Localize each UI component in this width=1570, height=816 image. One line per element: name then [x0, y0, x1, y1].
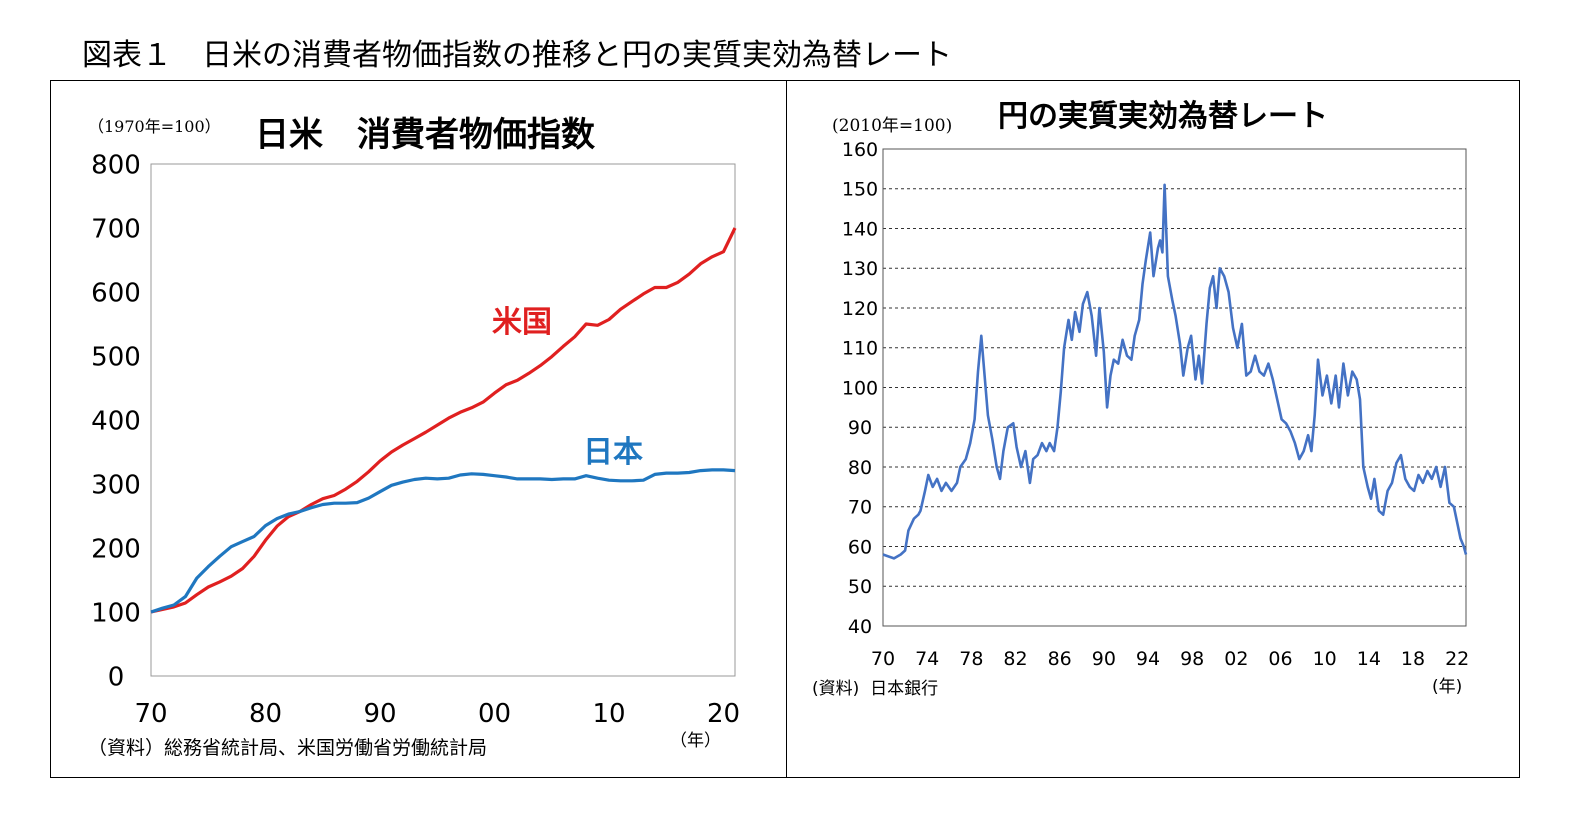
- reer-x-tick-label: 14: [1357, 648, 1381, 670]
- reer-unit-label: (2010年=100): [832, 116, 952, 136]
- reer-chart-title: 円の実質実効為替レート: [998, 99, 1328, 134]
- reer-y-tick-label: 90: [848, 417, 872, 439]
- cpi-plot-area: [150, 163, 736, 677]
- reer-x-tick-label: 78: [959, 648, 983, 670]
- cpi-y-tick-label: 300: [91, 470, 141, 500]
- reer-y-tick-label: 70: [848, 497, 872, 519]
- reer-x-tick-label: 94: [1136, 648, 1160, 670]
- cpi-series-label: 米国: [492, 305, 552, 340]
- reer-y-tick-label: 60: [848, 536, 872, 558]
- reer-x-tick-label: 74: [915, 648, 939, 670]
- cpi-x-tick-label: 70: [134, 699, 167, 729]
- reer-x-tick-label: 06: [1268, 648, 1292, 670]
- cpi-x-tick-label: 90: [363, 699, 396, 729]
- reer-x-tick-label: 90: [1092, 648, 1116, 670]
- reer-y-tick-label: 140: [842, 218, 878, 240]
- reer-y-tick-label: 130: [842, 258, 878, 280]
- reer-x-tick-label: 86: [1048, 648, 1072, 670]
- reer-y-tick-label: 100: [842, 377, 878, 399]
- cpi-chart: （1970年=100） 日米 消費者物価指数 0 100 200 300 400 500 6…: [88, 115, 740, 759]
- cpi-x-tick-label: 00: [478, 699, 511, 729]
- cpi-series-line-2: [150, 468, 736, 614]
- cpi-series-label: 日本: [583, 435, 643, 470]
- cpi-y-tick-label: 800: [91, 150, 141, 180]
- cpi-unit-label: （1970年=100）: [88, 117, 221, 136]
- reer-series-line-1: [882, 183, 1468, 560]
- reer-y-tick-label: 50: [848, 576, 872, 598]
- reer-plot-area: [882, 148, 1467, 627]
- cpi-y-tick-label: 600: [91, 278, 141, 308]
- reer-chart: (2010年=100) 円の実質実効為替レート 40 50 60 70 80 90 100 1…: [812, 99, 1469, 699]
- cpi-y-tick-label: 0: [108, 662, 125, 692]
- reer-x-tick-label: 10: [1313, 648, 1337, 670]
- reer-y-tick-label: 160: [842, 139, 878, 161]
- reer-x-tick-label: 22: [1445, 648, 1469, 670]
- reer-source-note: (資料) 日本銀行: [812, 679, 938, 699]
- cpi-x-tick-label: 10: [592, 699, 625, 729]
- cpi-y-tick-label: 200: [91, 534, 141, 564]
- cpi-source-note: （資料）総務省統計局、米国労働省労働統計局: [88, 737, 487, 759]
- reer-y-tick-label: 150: [842, 179, 878, 201]
- cpi-x-tick-label: 20: [707, 699, 740, 729]
- figure-title: 図表１ 日米の消費者物価指数の推移と円の実質実効為替レート: [82, 38, 952, 73]
- figure-frame: [50, 80, 1520, 778]
- cpi-y-tick-label: 500: [91, 342, 141, 372]
- reer-x-tick-label: 98: [1180, 648, 1204, 670]
- cpi-x-unit: （年）: [670, 731, 721, 751]
- cpi-chart-title: 日米 消費者物価指数: [255, 115, 595, 155]
- reer-x-unit: (年): [1432, 677, 1462, 697]
- reer-x-tick-label: 70: [871, 648, 895, 670]
- reer-x-tick-label: 82: [1003, 648, 1027, 670]
- cpi-series-line-1: [150, 227, 737, 614]
- reer-y-tick-label: 120: [842, 298, 878, 320]
- reer-y-tick-label: 80: [848, 457, 872, 479]
- reer-y-tick-label: 110: [842, 338, 878, 360]
- panel-divider: [786, 80, 787, 778]
- cpi-y-tick-label: 400: [91, 406, 141, 436]
- cpi-y-tick-label: 100: [91, 598, 141, 628]
- reer-x-tick-label: 18: [1401, 648, 1425, 670]
- cpi-y-tick-label: 700: [91, 214, 141, 244]
- reer-y-tick-label: 40: [848, 616, 872, 638]
- reer-x-tick-label: 02: [1224, 648, 1248, 670]
- cpi-x-tick-label: 80: [249, 699, 282, 729]
